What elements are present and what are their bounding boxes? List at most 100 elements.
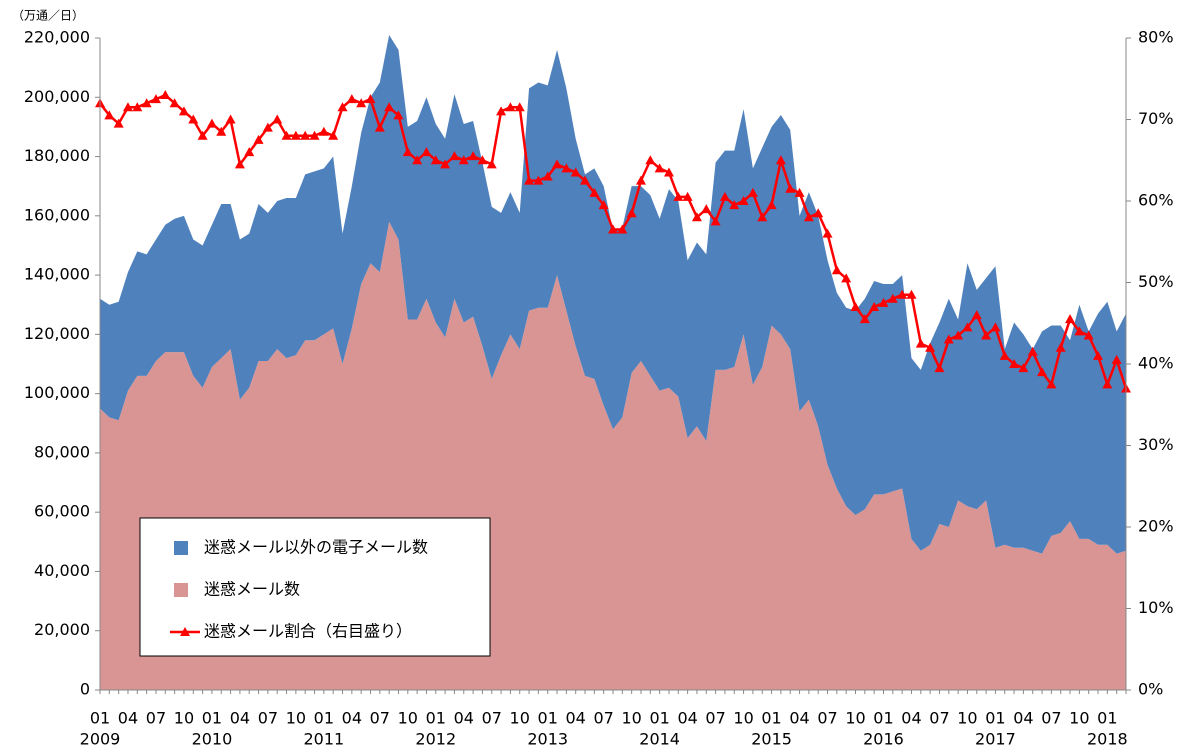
marker	[654, 163, 665, 173]
marker	[738, 196, 749, 205]
marker	[430, 155, 441, 165]
y2-tick-label: 0%	[1138, 680, 1163, 699]
marker	[122, 102, 133, 112]
x-tick-label: 07	[370, 709, 390, 728]
marker	[160, 90, 171, 100]
y-tick-label: 160,000	[24, 205, 90, 224]
marker	[990, 322, 1001, 332]
marker	[113, 118, 124, 128]
x-tick-label: 10	[1069, 709, 1089, 728]
y-tick-label: 180,000	[24, 146, 90, 165]
x-tick-label: 07	[258, 709, 278, 728]
marker	[440, 159, 451, 169]
x-tick-label: 04	[454, 709, 474, 728]
x-tick-label: 01	[426, 709, 446, 728]
marker	[841, 273, 852, 283]
y2-tick-label: 30%	[1138, 435, 1174, 454]
marker	[253, 134, 264, 144]
x-tick-label: 10	[286, 709, 306, 728]
marker	[757, 212, 768, 222]
marker	[999, 350, 1010, 360]
marker	[1027, 346, 1038, 356]
marker	[412, 155, 423, 165]
marker	[178, 106, 189, 116]
marker	[943, 334, 954, 344]
marker	[281, 130, 292, 140]
marker	[272, 114, 283, 124]
marker	[719, 191, 730, 201]
year-label: 2015	[751, 730, 792, 749]
x-tick-label: 10	[733, 709, 753, 728]
marker	[897, 289, 908, 299]
y2-tick-label: 60%	[1138, 191, 1174, 210]
marker	[468, 151, 479, 161]
marker	[887, 293, 898, 303]
y-tick-label: 0	[80, 680, 90, 699]
x-tick-label: 04	[789, 709, 809, 728]
marker	[971, 310, 982, 320]
marker	[691, 212, 702, 222]
marker	[524, 175, 535, 185]
y2-tick-label: 80%	[1138, 28, 1174, 47]
legend-label: 迷惑メール数	[204, 580, 300, 599]
marker	[505, 102, 516, 112]
y-tick-label: 140,000	[24, 265, 90, 284]
y-tick-label: 80,000	[34, 442, 90, 461]
marker	[197, 130, 208, 140]
year-label: 2013	[527, 730, 568, 749]
y2-tick-label: 70%	[1138, 109, 1174, 128]
marker	[813, 208, 824, 218]
x-tick-label: 01	[873, 709, 893, 728]
year-label: 2018	[1087, 730, 1128, 749]
marker	[729, 200, 740, 210]
marker	[794, 187, 805, 197]
x-tick-label: 04	[118, 709, 138, 728]
y-tick-label: 40,000	[34, 561, 90, 580]
x-tick-label: 10	[510, 709, 530, 728]
marker	[981, 330, 992, 340]
x-tick-label: 01	[90, 709, 110, 728]
marker	[309, 130, 320, 140]
marker	[906, 289, 917, 299]
marker	[188, 114, 199, 124]
x-tick-label: 01	[538, 709, 558, 728]
marker	[244, 147, 255, 157]
marker	[514, 102, 525, 112]
y2-tick-label: 10%	[1138, 598, 1174, 617]
marker	[673, 191, 684, 201]
marker	[1055, 342, 1066, 352]
marker	[300, 130, 311, 140]
marker	[1074, 326, 1085, 336]
marker	[1009, 359, 1020, 368]
y-tick-label: 120,000	[24, 324, 90, 343]
y-tick-label: 220,000	[24, 28, 90, 47]
marker	[337, 102, 348, 112]
x-tick-label: 07	[593, 709, 613, 728]
y-tick-label: 100,000	[24, 383, 90, 402]
marker	[645, 155, 656, 165]
x-tick-label: 10	[957, 709, 977, 728]
marker	[262, 122, 273, 132]
x-tick-label: 04	[901, 709, 921, 728]
marker	[141, 98, 152, 108]
marker	[318, 126, 329, 136]
x-tick-label: 01	[1097, 709, 1117, 728]
legend-swatch	[174, 583, 188, 597]
marker	[132, 102, 143, 112]
marker	[766, 200, 777, 210]
year-label: 2009	[80, 730, 121, 749]
x-tick-label: 07	[482, 709, 502, 728]
x-tick-label: 10	[398, 709, 418, 728]
x-tick-label: 01	[202, 709, 222, 728]
marker	[1111, 354, 1122, 364]
year-label: 2010	[192, 730, 233, 749]
marker	[234, 159, 245, 169]
marker	[346, 94, 357, 104]
legend-marker	[180, 627, 190, 636]
marker	[635, 175, 646, 185]
marker	[747, 187, 758, 197]
marker	[496, 106, 507, 116]
marker	[1102, 379, 1113, 389]
